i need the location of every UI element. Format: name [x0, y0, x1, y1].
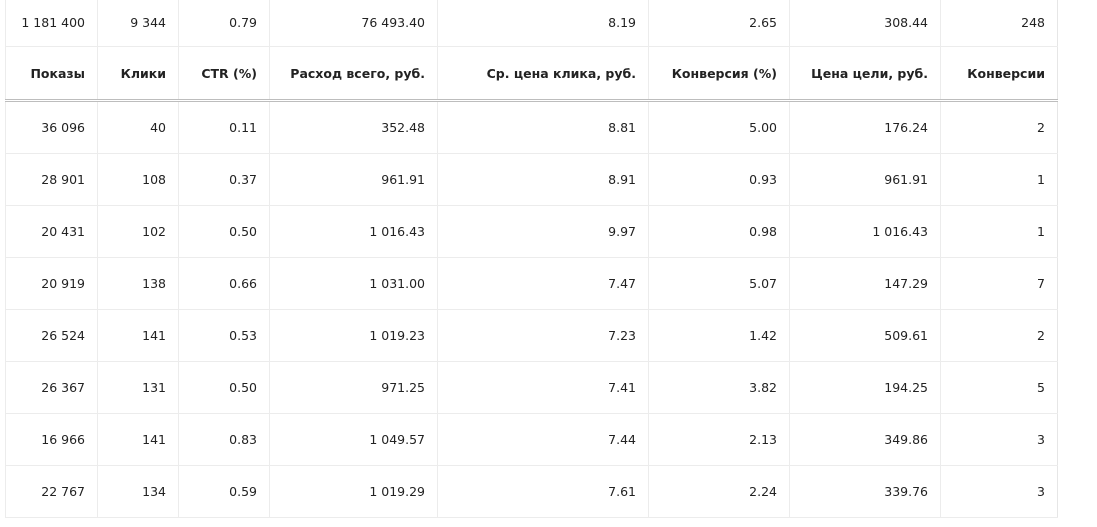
column-header-spend[interactable]: Расход всего, руб. — [269, 46, 438, 102]
cell-avg-cpc: 7.47 — [437, 257, 649, 310]
cell-spend: 1 019.23 — [269, 309, 438, 362]
cell-clicks: 141 — [97, 309, 179, 362]
total-clicks: 9 344 — [97, 0, 179, 47]
cell-clicks: 141 — [97, 413, 179, 466]
table-row: 36 096 40 0.11 352.48 8.81 5.00 176.24 2 — [5, 100, 1058, 154]
cell-spend: 1 031.00 — [269, 257, 438, 310]
header-row: Показы Клики CTR (%) Расход всего, руб. Ср. … — [5, 46, 1058, 102]
totals-row: 1 181 400 9 344 0.79 76 493.40 8.19 2.65 308.4… — [5, 0, 1058, 47]
table-row: 22 767 134 0.59 1 019.29 7.61 2.24 339.76 3 — [5, 465, 1058, 518]
cell-ctr: 0.66 — [178, 257, 270, 310]
cell-clicks: 138 — [97, 257, 179, 310]
cell-avg-cpc: 7.61 — [437, 465, 649, 518]
column-header-conversion-rate[interactable]: Конверсия (%) — [648, 46, 790, 102]
cell-ctr: 0.83 — [178, 413, 270, 466]
table-row: 26 524 141 0.53 1 019.23 7.23 1.42 509.61 2 — [5, 309, 1058, 362]
cell-ctr: 0.59 — [178, 465, 270, 518]
cell-conversions: 3 — [940, 465, 1058, 518]
column-header-conversions[interactable]: Конверсии — [940, 46, 1058, 102]
cell-conversion-rate: 0.98 — [648, 205, 790, 258]
total-impressions: 1 181 400 — [5, 0, 98, 47]
cell-goal-cost: 176.24 — [789, 100, 941, 154]
column-header-impressions[interactable]: Показы — [5, 46, 98, 102]
cell-goal-cost: 147.29 — [789, 257, 941, 310]
cell-goal-cost: 194.25 — [789, 361, 941, 414]
total-conversions: 248 — [940, 0, 1058, 47]
cell-impressions: 26 524 — [5, 309, 98, 362]
column-header-clicks[interactable]: Клики — [97, 46, 179, 102]
cell-conversion-rate: 0.93 — [648, 153, 790, 206]
cell-conversion-rate: 1.42 — [648, 309, 790, 362]
cell-conversions: 2 — [940, 309, 1058, 362]
total-conversion-rate: 2.65 — [648, 0, 790, 47]
cell-conversion-rate: 3.82 — [648, 361, 790, 414]
cell-spend: 1 016.43 — [269, 205, 438, 258]
cell-avg-cpc: 8.91 — [437, 153, 649, 206]
cell-goal-cost: 339.76 — [789, 465, 941, 518]
stats-table: 1 181 400 9 344 0.79 76 493.40 8.19 2.65 308.4… — [5, 0, 1058, 518]
cell-conversion-rate: 5.07 — [648, 257, 790, 310]
cell-conversions: 2 — [940, 100, 1058, 154]
table-row: 28 901 108 0.37 961.91 8.91 0.93 961.91 1 — [5, 153, 1058, 206]
cell-ctr: 0.50 — [178, 361, 270, 414]
cell-avg-cpc: 7.44 — [437, 413, 649, 466]
cell-clicks: 108 — [97, 153, 179, 206]
column-header-ctr[interactable]: CTR (%) — [178, 46, 270, 102]
cell-spend: 961.91 — [269, 153, 438, 206]
cell-goal-cost: 1 016.43 — [789, 205, 941, 258]
cell-impressions: 28 901 — [5, 153, 98, 206]
table-row: 20 431 102 0.50 1 016.43 9.97 0.98 1 016.43 1 — [5, 205, 1058, 258]
cell-avg-cpc: 7.41 — [437, 361, 649, 414]
cell-ctr: 0.37 — [178, 153, 270, 206]
cell-goal-cost: 349.86 — [789, 413, 941, 466]
cell-clicks: 102 — [97, 205, 179, 258]
cell-impressions: 20 431 — [5, 205, 98, 258]
cell-conversions: 7 — [940, 257, 1058, 310]
cell-clicks: 131 — [97, 361, 179, 414]
cell-avg-cpc: 7.23 — [437, 309, 649, 362]
cell-goal-cost: 961.91 — [789, 153, 941, 206]
cell-spend: 1 049.57 — [269, 413, 438, 466]
table-row: 26 367 131 0.50 971.25 7.41 3.82 194.25 5 — [5, 361, 1058, 414]
cell-conversions: 1 — [940, 153, 1058, 206]
table-row: 16 966 141 0.83 1 049.57 7.44 2.13 349.86 3 — [5, 413, 1058, 466]
cell-impressions: 22 767 — [5, 465, 98, 518]
cell-impressions: 20 919 — [5, 257, 98, 310]
cell-avg-cpc: 8.81 — [437, 100, 649, 154]
cell-spend: 971.25 — [269, 361, 438, 414]
cell-conversion-rate: 2.13 — [648, 413, 790, 466]
column-header-goal-cost[interactable]: Цена цели, руб. — [789, 46, 941, 102]
cell-avg-cpc: 9.97 — [437, 205, 649, 258]
cell-clicks: 134 — [97, 465, 179, 518]
total-goal-cost: 308.44 — [789, 0, 941, 47]
cell-spend: 1 019.29 — [269, 465, 438, 518]
cell-conversions: 3 — [940, 413, 1058, 466]
cell-conversion-rate: 2.24 — [648, 465, 790, 518]
total-avg-cpc: 8.19 — [437, 0, 649, 47]
cell-conversion-rate: 5.00 — [648, 100, 790, 154]
cell-clicks: 40 — [97, 100, 179, 154]
total-ctr: 0.79 — [178, 0, 270, 47]
cell-conversions: 1 — [940, 205, 1058, 258]
cell-impressions: 26 367 — [5, 361, 98, 414]
column-header-avg-cpc[interactable]: Ср. цена клика, руб. — [437, 46, 649, 102]
cell-ctr: 0.11 — [178, 100, 270, 154]
cell-conversions: 5 — [940, 361, 1058, 414]
cell-ctr: 0.53 — [178, 309, 270, 362]
cell-impressions: 36 096 — [5, 100, 98, 154]
cell-ctr: 0.50 — [178, 205, 270, 258]
cell-goal-cost: 509.61 — [789, 309, 941, 362]
cell-impressions: 16 966 — [5, 413, 98, 466]
table-row: 20 919 138 0.66 1 031.00 7.47 5.07 147.29 7 — [5, 257, 1058, 310]
total-spend: 76 493.40 — [269, 0, 438, 47]
cell-spend: 352.48 — [269, 100, 438, 154]
